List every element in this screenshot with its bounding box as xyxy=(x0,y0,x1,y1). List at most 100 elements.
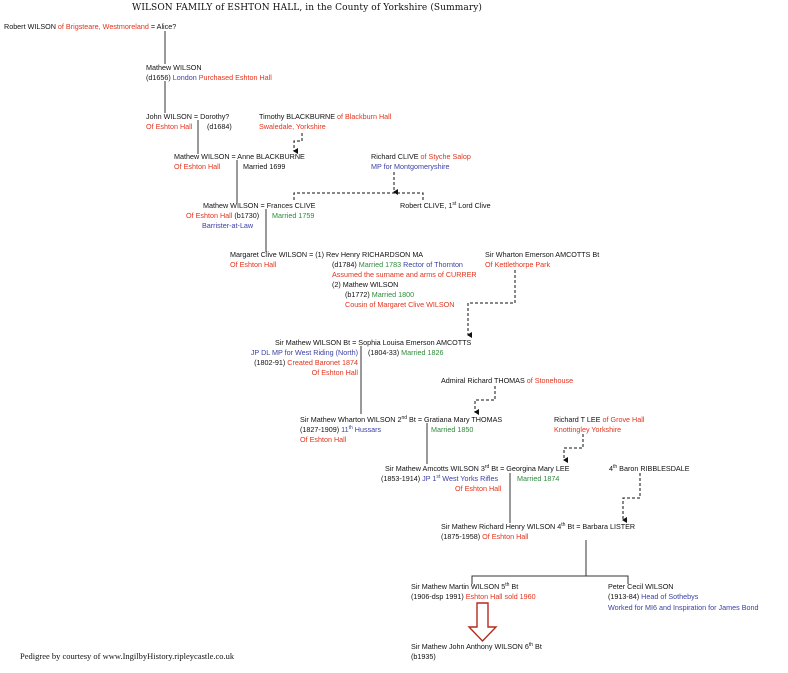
entry-text: (d1784) xyxy=(332,260,359,269)
ordinal-suffix: th xyxy=(348,425,353,431)
entry-text: Sir Mathew Martin WILSON 5 xyxy=(411,582,506,591)
entry-text: (1906-dsp 1991) xyxy=(411,592,466,601)
ordinal-suffix: rd xyxy=(484,464,490,470)
entry-text: Bt xyxy=(533,642,542,651)
ordinal-suffix: th xyxy=(505,582,510,588)
entry-text: (1804-33) xyxy=(368,348,402,357)
entry-text: Head of Sothebys xyxy=(641,592,699,601)
entry-text: = Alice? xyxy=(148,22,177,31)
person-entry-line: Mathew WILSON xyxy=(146,63,202,72)
person-entry-line: Married 1699 xyxy=(243,162,285,171)
dashed-link xyxy=(474,386,496,415)
entry-text: Knottingley Yorkshire xyxy=(554,425,622,434)
person-entry-line: Robert WILSON of Brigsteare, Westmorelan… xyxy=(4,22,176,31)
entry-text: Robert CLIVE, 1 xyxy=(400,201,453,210)
person-entry-line: 4th Baron RIBBLESDALE xyxy=(609,464,689,473)
person-entry-line: (d1684) xyxy=(207,122,232,131)
entry-text: Married 1759 xyxy=(272,211,315,220)
person-entry-line: Of Eshton Hall xyxy=(230,260,276,269)
person-entry-line: (2) Mathew WILSON xyxy=(332,280,398,289)
entry-text: Married 1699 xyxy=(243,162,286,171)
person-entry-line: Of Eshton Hall xyxy=(146,122,192,131)
person-entry-line: Worked for MI6 and Inspiration for James… xyxy=(608,603,758,612)
person-entry-line: Sir Mathew Amcotts WILSON 3rd Bt = Georg… xyxy=(385,464,569,473)
entry-text: Hussars xyxy=(352,425,382,434)
entry-text: (2) Mathew WILSON xyxy=(332,280,399,289)
entry-text: Robert WILSON xyxy=(4,22,58,31)
person-entry-line: Margaret Clive WILSON = (1) Rev Henry RI… xyxy=(230,250,423,259)
succession-arrow xyxy=(467,602,498,643)
entry-text: Married 1850 xyxy=(431,425,474,434)
person-entry-line: (d1784) Married 1783 Rector of Thornton xyxy=(332,260,463,269)
entry-text: (1875-1958) xyxy=(441,532,483,541)
person-entry-line: (1906-dsp 1991) Eshton Hall sold 1960 xyxy=(411,592,536,601)
person-entry-line: John WILSON = Dorothy? xyxy=(146,112,229,121)
entry-text: Of Kettlethorpe Park xyxy=(485,260,551,269)
entry-text: Married 1800 xyxy=(371,290,415,299)
entry-text: Lord Clive xyxy=(456,201,491,210)
dashed-link xyxy=(293,192,424,200)
entry-text: of Grove Hall xyxy=(602,415,645,424)
person-entry-line: Peter Cecil WILSON xyxy=(608,582,674,591)
dashed-link xyxy=(622,473,641,523)
entry-text: (d1656) xyxy=(146,73,173,82)
entry-text: of Blackburn Hall xyxy=(337,112,392,121)
person-entry-line: Married 1759 xyxy=(272,211,314,220)
entry-text: Of Eshton Hall xyxy=(300,435,347,444)
person-entry-line: Of Kettlethorpe Park xyxy=(485,260,550,269)
person-entry-line: Of Eshton Hall xyxy=(312,368,358,377)
entry-text: Sir Mathew WILSON Bt = Sophia Louisa Eme… xyxy=(275,338,472,347)
entry-text: Of Eshton Hall xyxy=(230,260,277,269)
entry-text: of Stonehouse xyxy=(526,376,574,385)
entry-text: Timothy BLACKBURNE xyxy=(259,112,338,121)
entry-text: Cousin of Margaret Clive WILSON xyxy=(345,300,455,309)
entry-text: Rector of Thornton xyxy=(401,260,463,269)
entry-text: Married 1826 xyxy=(401,348,444,357)
entry-text: Of Eshton Hall xyxy=(482,532,529,541)
entry-text: Bt = Georgina Mary LEE xyxy=(489,464,570,473)
entry-text: of Styche Salop xyxy=(420,152,471,161)
entry-text: (1913-84) xyxy=(608,592,642,601)
person-entry-line: Of Eshton Hall xyxy=(455,484,501,493)
ordinal-suffix: th xyxy=(528,642,534,648)
person-entry-line: (1804-33) Married 1826 xyxy=(368,348,444,357)
entry-text: (d1684) xyxy=(207,122,232,131)
entry-text: Mathew WILSON = Frances CLIVE xyxy=(203,201,316,210)
person-entry-line: Richard T LEE of Grove Hall xyxy=(554,415,644,424)
person-entry-line: Cousin of Margaret Clive WILSON xyxy=(345,300,454,309)
sibling-line xyxy=(471,575,629,584)
entry-text: Bt = Gratiana Mary THOMAS xyxy=(407,415,503,424)
person-entry-line: Robert CLIVE, 1st Lord Clive xyxy=(400,201,491,210)
person-entry-line: Sir Mathew John Anthony WILSON 6th Bt xyxy=(411,642,542,651)
entry-text: Sir Mathew Amcotts WILSON 3 xyxy=(385,464,485,473)
person-entry-line: Of Eshton Hall (b1730) xyxy=(186,211,259,220)
person-entry-line: (1875-1958) Of Eshton Hall xyxy=(441,532,529,541)
entry-text: Sir Wharton Emerson AMCOTTS Bt xyxy=(485,250,600,259)
entry-text: Assumed the surname and arms of CURRER xyxy=(332,270,477,279)
entry-text: Of Eshton Hall xyxy=(186,211,233,220)
entry-text: JP 1 xyxy=(422,474,437,483)
ordinal-suffix: th xyxy=(561,522,566,528)
dashed-link xyxy=(467,270,516,338)
entry-text: Sir Mathew John Anthony WILSON 6 xyxy=(411,642,529,651)
entry-text: Swaledale, Yorkshire xyxy=(259,122,326,131)
ordinal-suffix: th xyxy=(613,464,618,470)
ordinal-suffix: st xyxy=(436,474,441,480)
entry-text: Mathew WILSON = Anne BLACKBURNE xyxy=(174,152,305,161)
entry-text: Married 1783 xyxy=(358,260,402,269)
entry-text: Admiral Richard THOMAS xyxy=(441,376,527,385)
entry-text: (1853-1914) xyxy=(381,474,423,483)
entry-text: Of Eshton Hall xyxy=(146,122,193,131)
person-entry-line: Mathew WILSON = Frances CLIVE xyxy=(203,201,315,210)
person-entry-line: (b1772) Married 1800 xyxy=(345,290,414,299)
person-entry-line: Admiral Richard THOMAS of Stonehouse xyxy=(441,376,573,385)
entry-text: Eshton Hall sold 1960 xyxy=(465,592,536,601)
dashed-link xyxy=(293,133,303,154)
entry-text: (1827-1909) xyxy=(300,425,342,434)
entry-text: Richard CLIVE xyxy=(371,152,421,161)
person-entry-line: (d1656) London Purchased Eshton Hall xyxy=(146,73,272,82)
person-entry-line: Sir Mathew Martin WILSON 5th Bt xyxy=(411,582,518,591)
person-entry-line: Mathew WILSON = Anne BLACKBURNE xyxy=(174,152,305,161)
